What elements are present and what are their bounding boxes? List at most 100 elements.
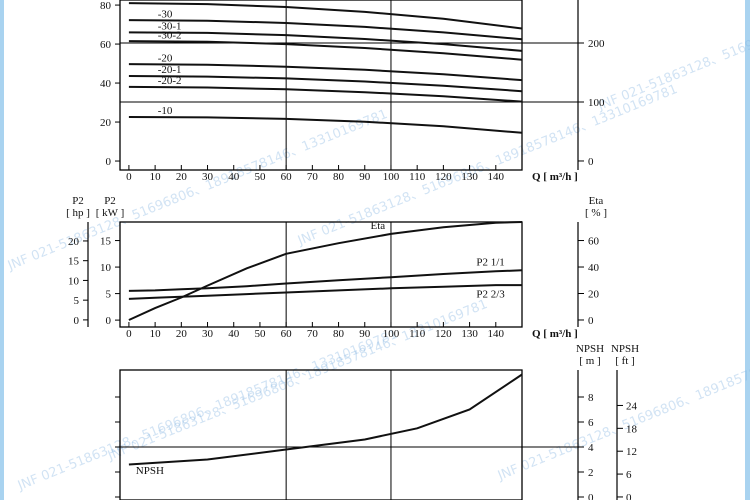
x-tick-label: 10	[150, 171, 162, 183]
y-tick-label: 10	[100, 262, 112, 274]
y3-axis-label: [ ft ]	[615, 355, 635, 367]
y2-tick-label: 100	[588, 97, 605, 109]
y-axis-label: [ m ]	[579, 355, 600, 367]
plots: 0 10 20 30 40 50 60 70 80 90 100 110 120 130 140 Q [ m³…	[66, 0, 639, 500]
x-tick-label: 60	[281, 171, 293, 183]
y3-tick-label: 5	[74, 295, 80, 307]
y-tick-label: 4	[588, 442, 594, 454]
series-line	[128, 75, 523, 93]
x-tick-label: 110	[409, 171, 426, 183]
y3-tick-label: 18	[626, 423, 638, 435]
x-tick-label: 30	[202, 171, 214, 183]
y2-tick-label: 20	[588, 289, 600, 301]
x-tick-label: 120	[435, 171, 452, 183]
series-label: -20-2	[158, 75, 182, 87]
y3-tick-label: 6	[626, 469, 632, 481]
series-label: -30-2	[158, 29, 182, 41]
y3-axis-label: [ hp ]	[66, 207, 90, 219]
series-line	[128, 284, 522, 300]
y3-axis-label: NPSH	[611, 343, 639, 355]
y-tick-label: 20	[100, 117, 112, 129]
series-line	[128, 221, 523, 321]
x-tick-label: 40	[228, 328, 240, 340]
y3-tick-label: 0	[626, 492, 632, 500]
series-label: P2 1/1	[476, 257, 504, 269]
series-line	[128, 63, 523, 82]
y2-tick-label: 60	[588, 236, 600, 248]
y2-axis-label: [ % ]	[585, 207, 607, 219]
x-tick-label: 30	[202, 328, 214, 340]
series-label: -20-1	[158, 64, 182, 76]
series-label: -10	[158, 105, 173, 117]
y-tick-label: 40	[100, 78, 112, 90]
x-tick-label: 90	[359, 171, 371, 183]
y3-tick-label: 0	[74, 315, 80, 327]
series-label: -30-1	[158, 21, 182, 33]
x-tick-label: 50	[254, 328, 266, 340]
plot-frame	[119, 221, 523, 328]
y-tick-label: 0	[106, 156, 112, 168]
y2-tick-label: 0	[588, 315, 594, 327]
series-label: -20	[158, 52, 173, 64]
y-tick-label: 6	[588, 417, 594, 429]
x-tick-label: 100	[383, 171, 400, 183]
y-tick-label: 8	[588, 392, 594, 404]
y-tick-label: 15	[100, 236, 112, 248]
y2-axis-label: Eta	[589, 195, 604, 207]
y-axis-label: P2	[104, 195, 116, 207]
x-tick-label: 70	[307, 171, 319, 183]
y2-tick-label: 200	[588, 38, 605, 50]
plot-frame	[119, 0, 523, 171]
series-line	[128, 85, 523, 103]
panel: 0 10 20 30 40 50 60 70 80 90 100 110 120 130 140 Q [ m³…	[66, 195, 607, 340]
y-tick-label: 0	[588, 492, 594, 500]
series-line	[128, 269, 523, 292]
x-tick-label: 50	[254, 171, 266, 183]
series-label: P2 2/3	[476, 288, 505, 300]
y3-tick-label: 15	[68, 256, 80, 268]
x-tick-label: 90	[359, 328, 371, 340]
panel: 0 10 20 30 40 50 60 70 80 90 100 110 120 130 140 Q [ m³…	[100, 0, 605, 183]
x-tick-label: 60	[281, 328, 293, 340]
watermark: JNF 021-51863128、51696806、18918578146、13…	[105, 297, 490, 464]
y3-axis-label: P2	[72, 195, 84, 207]
series-label: NPSH	[136, 465, 164, 477]
watermarks: JNF 021-51863128、51696806、18918578146、13…	[5, 0, 750, 494]
y3-tick-label: 12	[626, 446, 637, 458]
border-right	[745, 0, 750, 500]
series-line	[128, 19, 523, 41]
x-axis-label: Q [ m³/h ]	[532, 171, 578, 183]
x-tick-label: 20	[176, 328, 188, 340]
x-tick-label: 130	[461, 171, 478, 183]
y3-tick-label: 10	[68, 275, 80, 287]
series-line	[128, 116, 523, 134]
y-axis-label: [ kW ]	[96, 207, 125, 219]
y-tick-label: 80	[100, 0, 112, 12]
y2-tick-label: 0	[588, 156, 594, 168]
x-tick-label: 0	[126, 328, 132, 340]
y-tick-label: 2	[588, 467, 594, 479]
y-tick-label: 60	[100, 39, 112, 51]
x-tick-label: 10	[150, 328, 162, 340]
x-tick-label: 40	[228, 171, 240, 183]
series-line	[128, 31, 523, 52]
plot-frame	[119, 369, 523, 500]
y2-tick-label: 40	[588, 262, 600, 274]
x-tick-label: 110	[409, 328, 426, 340]
x-axis-label: Q [ m³/h ]	[532, 328, 578, 340]
border-left	[0, 0, 4, 500]
x-tick-label: 20	[176, 171, 188, 183]
x-tick-label: 140	[488, 328, 505, 340]
x-tick-label: 70	[307, 328, 319, 340]
y3-tick-label: 24	[626, 400, 638, 412]
x-tick-label: 0	[126, 171, 132, 183]
series-line	[128, 40, 523, 61]
x-tick-label: 80	[333, 328, 345, 340]
watermark: JNF 021-51863128、51696806、18918578146、13…	[5, 107, 390, 274]
series-label: -30	[158, 8, 173, 20]
y3-tick-label: 20	[68, 236, 80, 248]
series-line	[128, 2, 523, 30]
y-tick-label: 0	[106, 315, 112, 327]
